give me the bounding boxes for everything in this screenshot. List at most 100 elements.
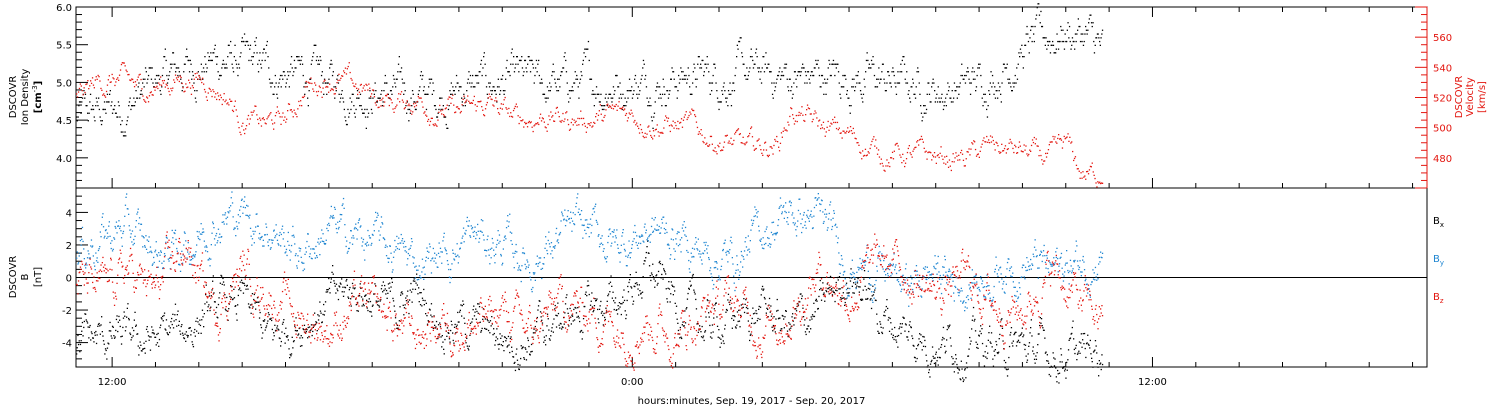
ion-density-point — [282, 78, 284, 80]
velocity-point — [847, 127, 849, 129]
velocity-point — [314, 82, 316, 84]
bx-point — [1001, 318, 1003, 320]
bx-point — [414, 288, 417, 290]
bx-point — [503, 350, 505, 352]
bx-point — [940, 344, 943, 346]
bx-point — [944, 352, 946, 354]
bx-point — [1071, 326, 1073, 329]
by-point — [478, 237, 481, 240]
by-point — [156, 253, 158, 256]
ion-density-point — [398, 56, 400, 58]
velocity-point — [228, 104, 230, 106]
ion-density-point — [802, 67, 804, 69]
bx-point — [840, 298, 843, 300]
ion-density-point — [290, 63, 292, 65]
by-point — [403, 246, 405, 248]
bx-point — [828, 293, 830, 295]
by-point — [133, 238, 135, 241]
bx-point — [440, 336, 442, 338]
ion-density-point — [463, 93, 465, 95]
bx-point — [425, 302, 427, 304]
velocity-point — [207, 92, 209, 94]
bx-point — [906, 336, 909, 338]
by-point — [265, 223, 267, 225]
velocity-point — [539, 117, 541, 119]
ion-density-point — [261, 59, 263, 62]
bx-point — [706, 299, 708, 301]
bx-point — [659, 260, 661, 263]
velocity-point — [131, 78, 133, 80]
bx-point — [675, 305, 678, 307]
ion-density-point — [585, 48, 587, 50]
bx-point — [414, 280, 416, 282]
bx-point — [792, 313, 794, 315]
ion-density-point — [862, 101, 864, 103]
by-point — [123, 225, 125, 227]
by-point — [231, 191, 233, 193]
ion-density-point — [923, 112, 925, 114]
by-point — [81, 226, 84, 229]
velocity-point — [877, 149, 880, 151]
bx-point — [901, 326, 903, 328]
ion-density-point — [959, 82, 961, 84]
bx-point — [681, 324, 683, 326]
velocity-point — [977, 153, 979, 155]
ion-density-point — [484, 63, 486, 65]
by-point — [199, 238, 201, 241]
velocity-point — [770, 146, 772, 148]
ion-density-point — [664, 105, 667, 107]
bx-point — [512, 356, 515, 358]
bx-point — [124, 315, 126, 317]
bx-point — [917, 343, 920, 346]
by-point — [163, 260, 165, 262]
ion-density-point — [100, 120, 102, 122]
velocity-point — [380, 105, 382, 107]
bx-point — [931, 359, 933, 362]
velocity-point — [274, 115, 277, 117]
ion-density-point — [857, 74, 859, 77]
velocity-point — [226, 103, 228, 105]
bx-point — [860, 298, 862, 301]
by-point — [267, 241, 269, 243]
ion-density-point — [1046, 40, 1049, 43]
bx-point — [920, 334, 922, 336]
by-point — [87, 250, 89, 252]
bx-point — [228, 308, 230, 310]
bx-point — [913, 345, 915, 347]
ion-density-point — [369, 90, 371, 92]
ion-density-point — [980, 74, 982, 77]
by-point — [509, 213, 511, 215]
velocity-point — [482, 109, 484, 111]
by-point — [516, 262, 519, 264]
ion-density-point — [1093, 40, 1095, 43]
ion-density-point — [1022, 67, 1024, 69]
ion-density-point — [112, 108, 114, 111]
bx-point — [205, 284, 207, 286]
ion-density-point — [876, 86, 879, 88]
ion-density-point — [768, 63, 770, 65]
ion-density-point — [1039, 22, 1041, 24]
bx-point — [164, 328, 166, 330]
by-point — [319, 254, 321, 256]
velocity-point — [92, 84, 95, 86]
ion-density-point — [620, 97, 623, 99]
velocity-point — [153, 86, 155, 88]
ion-density-point — [211, 59, 213, 62]
by-point — [173, 232, 175, 234]
ion-density-point — [987, 105, 989, 107]
velocity-point — [302, 96, 305, 99]
velocity-point — [297, 108, 299, 110]
bx-point — [1093, 350, 1095, 352]
bx-point — [833, 291, 835, 294]
velocity-point — [918, 139, 921, 141]
bx-point — [555, 314, 557, 316]
ion-density-point — [356, 97, 358, 99]
velocity-point — [814, 110, 816, 112]
ion-density-point — [664, 93, 666, 95]
by-point — [469, 235, 471, 237]
bx-point — [316, 322, 318, 324]
ion-density-point — [950, 97, 952, 99]
ion-density-point — [698, 56, 700, 58]
velocity-point — [104, 95, 106, 97]
ion-density-point — [931, 86, 933, 88]
